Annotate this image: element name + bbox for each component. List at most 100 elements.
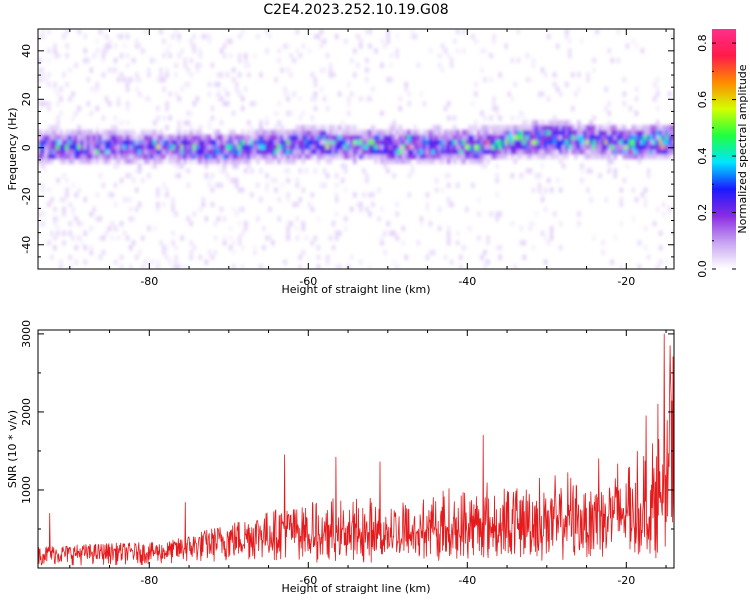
heatmap-cell (171, 158, 175, 164)
heatmap-cell (125, 173, 130, 179)
heatmap-cell (292, 158, 297, 164)
heatmap-cell (425, 139, 430, 145)
heatmap-cell (489, 144, 493, 150)
heatmap-cell (159, 158, 163, 164)
heatmap-cell (213, 158, 218, 164)
heatmap-cell (292, 201, 297, 208)
heatmap-cell (374, 139, 378, 145)
heatmap-cell (198, 53, 203, 59)
heatmap-cell (216, 149, 221, 155)
heatmap-cell (595, 139, 599, 145)
heatmap-cell (259, 120, 263, 126)
heatmap-cell (325, 173, 330, 179)
heatmap-cell (262, 245, 266, 251)
heatmap-cell (431, 125, 436, 131)
heatmap-cell (598, 125, 602, 131)
heatmap-cell (243, 139, 248, 145)
heatmap-cell (210, 149, 215, 155)
heatmap-cell (77, 187, 81, 193)
heatmap-cell (440, 153, 445, 160)
heatmap-cell (471, 134, 475, 140)
heatmap-cell (643, 225, 648, 232)
heatmap-cell (216, 139, 221, 145)
heatmap-cell (534, 139, 539, 145)
heatmap-cell (186, 120, 191, 126)
heatmap-cell (159, 240, 163, 246)
heatmap-cell (77, 139, 81, 145)
heatmap-cell (546, 134, 551, 140)
heatmap-cell (259, 129, 263, 136)
heatmap-cell (216, 72, 221, 78)
heatmap-cell (328, 139, 333, 145)
heatmap-cell (95, 81, 100, 88)
heatmap-cell (104, 48, 109, 54)
heatmap-cell (140, 144, 145, 150)
heatmap-cell (601, 139, 605, 145)
heatmap-cell (89, 149, 94, 155)
heatmap-cell (346, 264, 351, 269)
heatmap-cell (543, 153, 548, 160)
heatmap-cell (434, 129, 439, 136)
heatmap-cell (480, 158, 484, 164)
heatmap-cell (522, 139, 527, 145)
heatmap-cell (201, 158, 206, 164)
heatmap-cell (646, 168, 651, 174)
heatmap-cell (286, 139, 290, 145)
heatmap-cell (171, 153, 175, 160)
heatmap-cell (62, 144, 66, 150)
heatmap-cell (631, 149, 636, 155)
heatmap-cell (50, 254, 54, 260)
heatmap-cell (359, 139, 363, 145)
heatmap-cell (634, 96, 639, 102)
heatmap-cell (298, 254, 303, 260)
heatmap-cell (607, 101, 611, 107)
heatmap-cell (107, 101, 112, 107)
heatmap-cell (180, 235, 184, 241)
heatmap-cell (552, 120, 557, 126)
heatmap-cell (634, 139, 639, 145)
heatmap-cell (116, 153, 121, 160)
heatmap-cell (359, 206, 363, 212)
heatmap-cell (295, 134, 300, 140)
heatmap-cell (150, 149, 154, 155)
heatmap-cell (365, 139, 369, 145)
heatmap-cell (531, 144, 536, 150)
heatmap-cell (225, 72, 230, 78)
heatmap-cell (83, 197, 88, 203)
heatmap-cell (319, 129, 324, 136)
heatmap-cell (125, 129, 130, 136)
heatmap-cell (207, 177, 212, 184)
heatmap-cell (107, 139, 112, 145)
heatmap-cell (98, 134, 103, 140)
heatmap-cell (116, 101, 121, 107)
snr-background (38, 330, 674, 568)
heatmap-cell (113, 139, 118, 145)
heatmap-cell (540, 129, 545, 136)
heatmap-cell (110, 235, 115, 241)
heatmap-cell (586, 168, 590, 174)
heatmap-cell (92, 139, 97, 145)
heatmap-y-tick-label: 0 (20, 144, 33, 151)
heatmap-cell (498, 211, 502, 217)
heatmap-cell (346, 81, 351, 88)
heatmap-cell (667, 149, 672, 155)
heatmap-cell (561, 144, 566, 150)
heatmap-cell (198, 48, 203, 54)
heatmap-cell (401, 153, 406, 160)
heatmap-cell (498, 134, 502, 140)
heatmap-cell (62, 206, 66, 212)
heatmap-cell (471, 125, 475, 131)
heatmap-cell (168, 144, 172, 150)
heatmap-cell (153, 149, 157, 155)
heatmap-cell (165, 105, 169, 112)
heatmap-cell (580, 144, 584, 150)
heatmap-cell (150, 163, 154, 169)
heatmap-cell (343, 163, 348, 169)
heatmap-cell (446, 182, 451, 188)
heatmap-cell (147, 129, 151, 136)
heatmap-cell (607, 144, 611, 150)
heatmap-cell (186, 110, 191, 116)
heatmap-cell (65, 187, 69, 193)
heatmap-cell (434, 125, 439, 131)
heatmap-cell (574, 134, 578, 140)
